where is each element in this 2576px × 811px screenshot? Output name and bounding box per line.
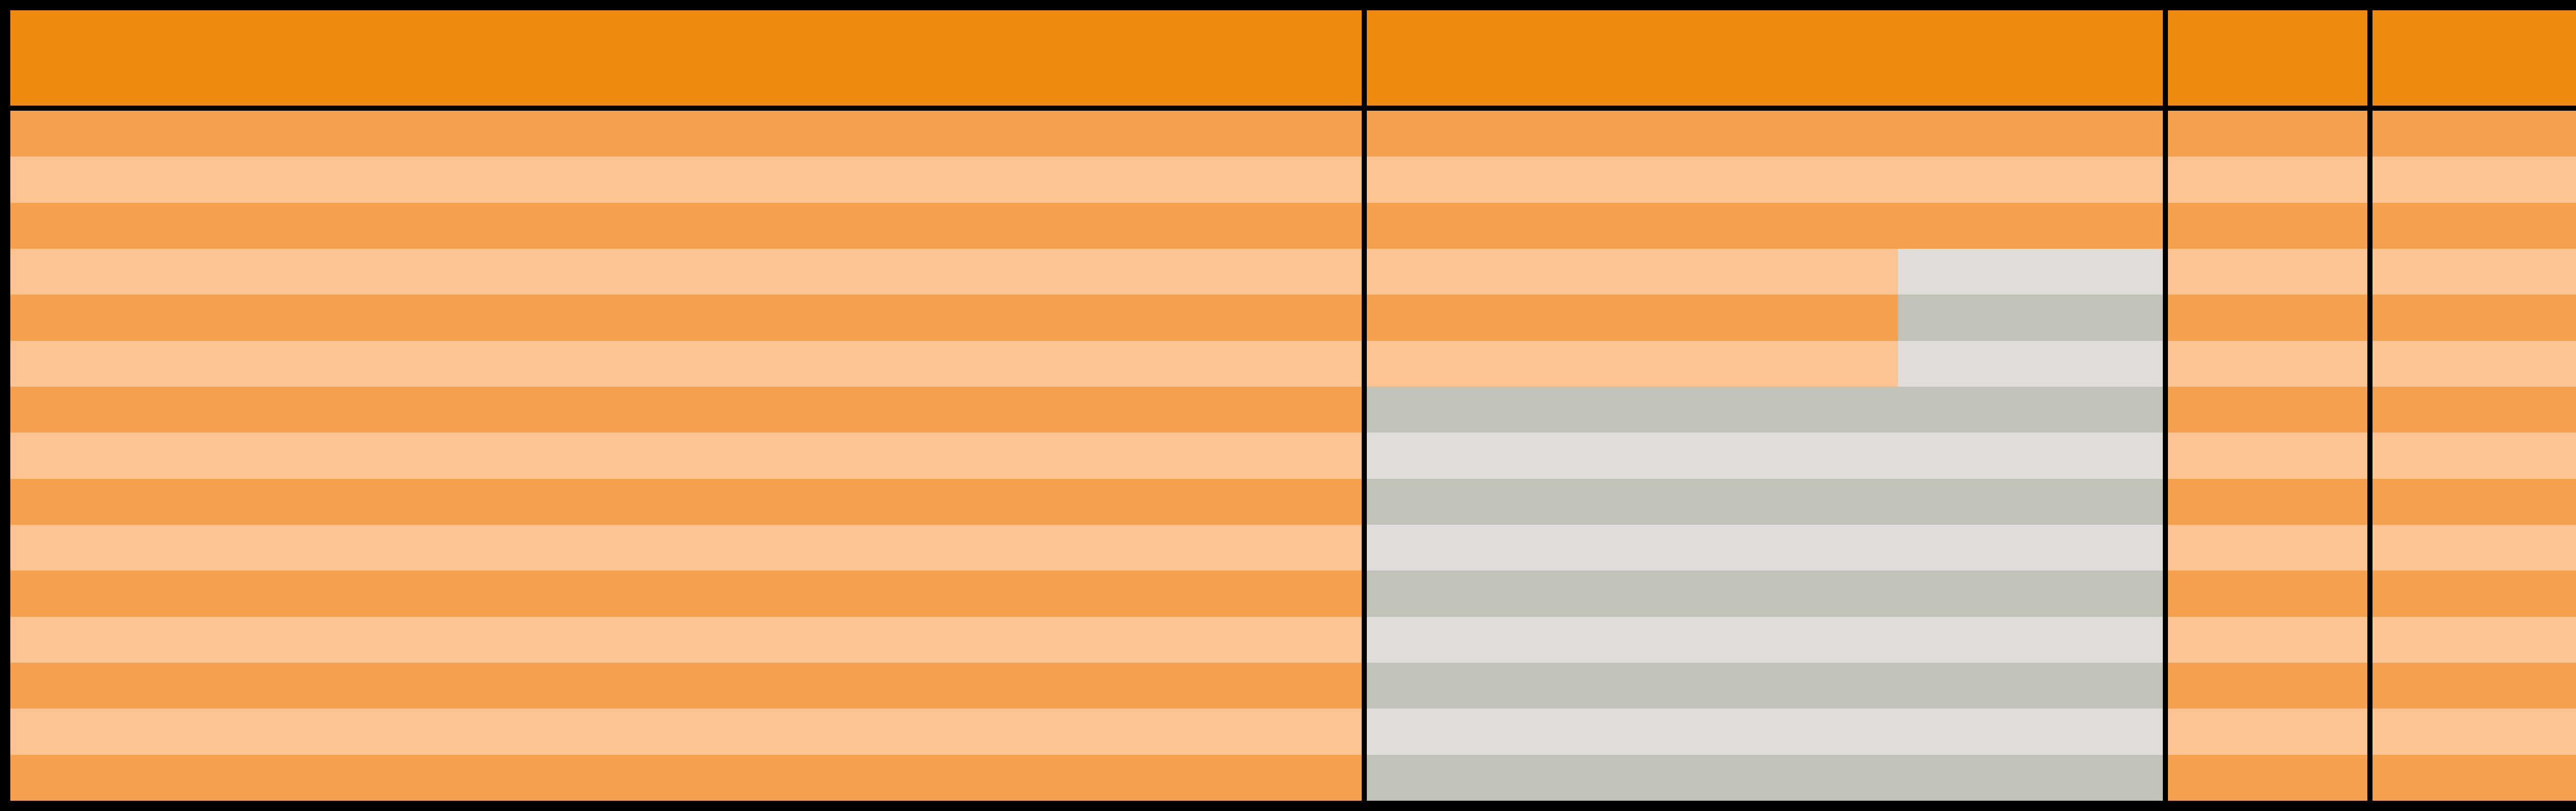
table-cell-r10-c2 <box>1367 524 2163 571</box>
column-body <box>1367 111 2163 801</box>
table-cell-r12-c4 <box>2372 616 2576 663</box>
table-column-col-3 <box>2168 10 2367 801</box>
table-cell-r9-c4 <box>2372 478 2576 525</box>
cell-fill-bar <box>2372 433 2576 479</box>
table-cell-r6-c3 <box>2168 340 2367 387</box>
table-cell-r6-c2 <box>1367 340 2163 387</box>
table-cell-r5-c4 <box>2372 295 2576 341</box>
table-cell-r7-c3 <box>2168 386 2367 433</box>
table-cell-r9-c2 <box>1367 478 2163 525</box>
table-cell-r3-c1 <box>10 202 1362 249</box>
vertical-divider <box>1362 10 1367 801</box>
column-body <box>2168 111 2367 801</box>
cell-fill-bar <box>2372 340 2576 387</box>
table-column-col-2 <box>1367 10 2163 801</box>
column-header-cell <box>10 10 1362 106</box>
table-cell-r3-c3 <box>2168 202 2367 249</box>
table-cell-r6-c1 <box>10 340 1362 387</box>
table-cell-r12-c3 <box>2168 616 2367 663</box>
table-cell-r13-c2 <box>1367 662 2163 709</box>
table-column-col-1 <box>10 10 1362 801</box>
table-cell-r7-c4 <box>2372 386 2576 433</box>
table-cell-r5-c2 <box>1367 295 2163 341</box>
table-cell-r4-c3 <box>2168 248 2367 295</box>
table-cell-r15-c2 <box>1367 754 2163 801</box>
table-cell-r11-c1 <box>10 571 1362 617</box>
table-cell-r8-c4 <box>2372 433 2576 479</box>
table-cell-r14-c1 <box>10 709 1362 755</box>
column-header-cell <box>2372 10 2576 106</box>
column-body <box>10 111 1362 801</box>
table-cell-r4-c1 <box>10 248 1362 295</box>
header-underline <box>2372 106 2576 111</box>
cell-fill-bar <box>2372 524 2576 571</box>
table-cell-r11-c2 <box>1367 571 2163 617</box>
cell-fill-bar <box>2372 157 2576 203</box>
table-cell-r11-c3 <box>2168 571 2367 617</box>
table-cell-r3-c2 <box>1367 202 2163 249</box>
table-cell-r14-c3 <box>2168 709 2367 755</box>
cell-fill-bar <box>1367 295 1898 341</box>
header-underline <box>2168 106 2367 111</box>
column-header-cell <box>1367 10 2163 106</box>
table-cell-r1-c1 <box>10 111 1362 157</box>
table-cell-r13-c3 <box>2168 662 2367 709</box>
table-cell-r8-c2 <box>1367 433 2163 479</box>
table-cell-r8-c3 <box>2168 433 2367 479</box>
table-cell-r10-c3 <box>2168 524 2367 571</box>
cell-fill-bar <box>1367 248 1898 295</box>
header-underline <box>1367 106 2163 111</box>
cell-fill-bar <box>2372 616 2576 663</box>
table-grid <box>10 10 2576 801</box>
cell-fill-bar <box>2372 248 2576 295</box>
table-cell-r11-c4 <box>2372 571 2576 617</box>
table-cell-r13-c1 <box>10 662 1362 709</box>
cell-fill-bar <box>1367 340 1898 387</box>
table-cell-r10-c1 <box>10 524 1362 571</box>
table-cell-r2-c2 <box>1367 157 2163 203</box>
cell-fill-bar <box>2372 478 2576 525</box>
cell-fill-bar <box>2372 754 2576 801</box>
column-body <box>2372 111 2576 801</box>
cell-fill-bar <box>2372 662 2576 709</box>
table-cell-r10-c4 <box>2372 524 2576 571</box>
table-cell-r15-c3 <box>2168 754 2367 801</box>
table-cell-r9-c1 <box>10 478 1362 525</box>
table-cell-r15-c4 <box>2372 754 2576 801</box>
table-cell-r3-c4 <box>2372 202 2576 249</box>
table-cell-r14-c2 <box>1367 709 2163 755</box>
table-cell-r4-c4 <box>2372 248 2576 295</box>
table-cell-r4-c2 <box>1367 248 2163 295</box>
table-cell-r1-c2 <box>1367 111 2163 157</box>
table-cell-r2-c4 <box>2372 157 2576 203</box>
table-cell-r2-c3 <box>2168 157 2367 203</box>
table-cell-r1-c4 <box>2372 111 2576 157</box>
table-cell-r12-c2 <box>1367 616 2163 663</box>
vertical-divider <box>2163 10 2168 801</box>
cell-fill-bar <box>2372 571 2576 617</box>
table-cell-r1-c3 <box>2168 111 2367 157</box>
header-underline <box>10 106 1362 111</box>
vertical-divider <box>2367 10 2372 801</box>
table-cell-r13-c4 <box>2372 662 2576 709</box>
table-cell-r7-c1 <box>10 386 1362 433</box>
table-cell-r7-c2 <box>1367 386 2163 433</box>
table-cell-r2-c1 <box>10 157 1362 203</box>
table-cell-r14-c4 <box>2372 709 2576 755</box>
cell-fill-bar <box>2372 709 2576 755</box>
table-cell-r6-c4 <box>2372 340 2576 387</box>
table-cell-r8-c1 <box>10 433 1362 479</box>
cell-fill-bar <box>2372 386 2576 433</box>
table-column-col-4 <box>2372 10 2576 801</box>
cell-fill-bar <box>2372 295 2576 341</box>
table-cell-r9-c3 <box>2168 478 2367 525</box>
table-cell-r12-c1 <box>10 616 1362 663</box>
table-cell-r15-c1 <box>10 754 1362 801</box>
table-cell-r5-c3 <box>2168 295 2367 341</box>
table-cell-r5-c1 <box>10 295 1362 341</box>
column-header-cell <box>2168 10 2367 106</box>
